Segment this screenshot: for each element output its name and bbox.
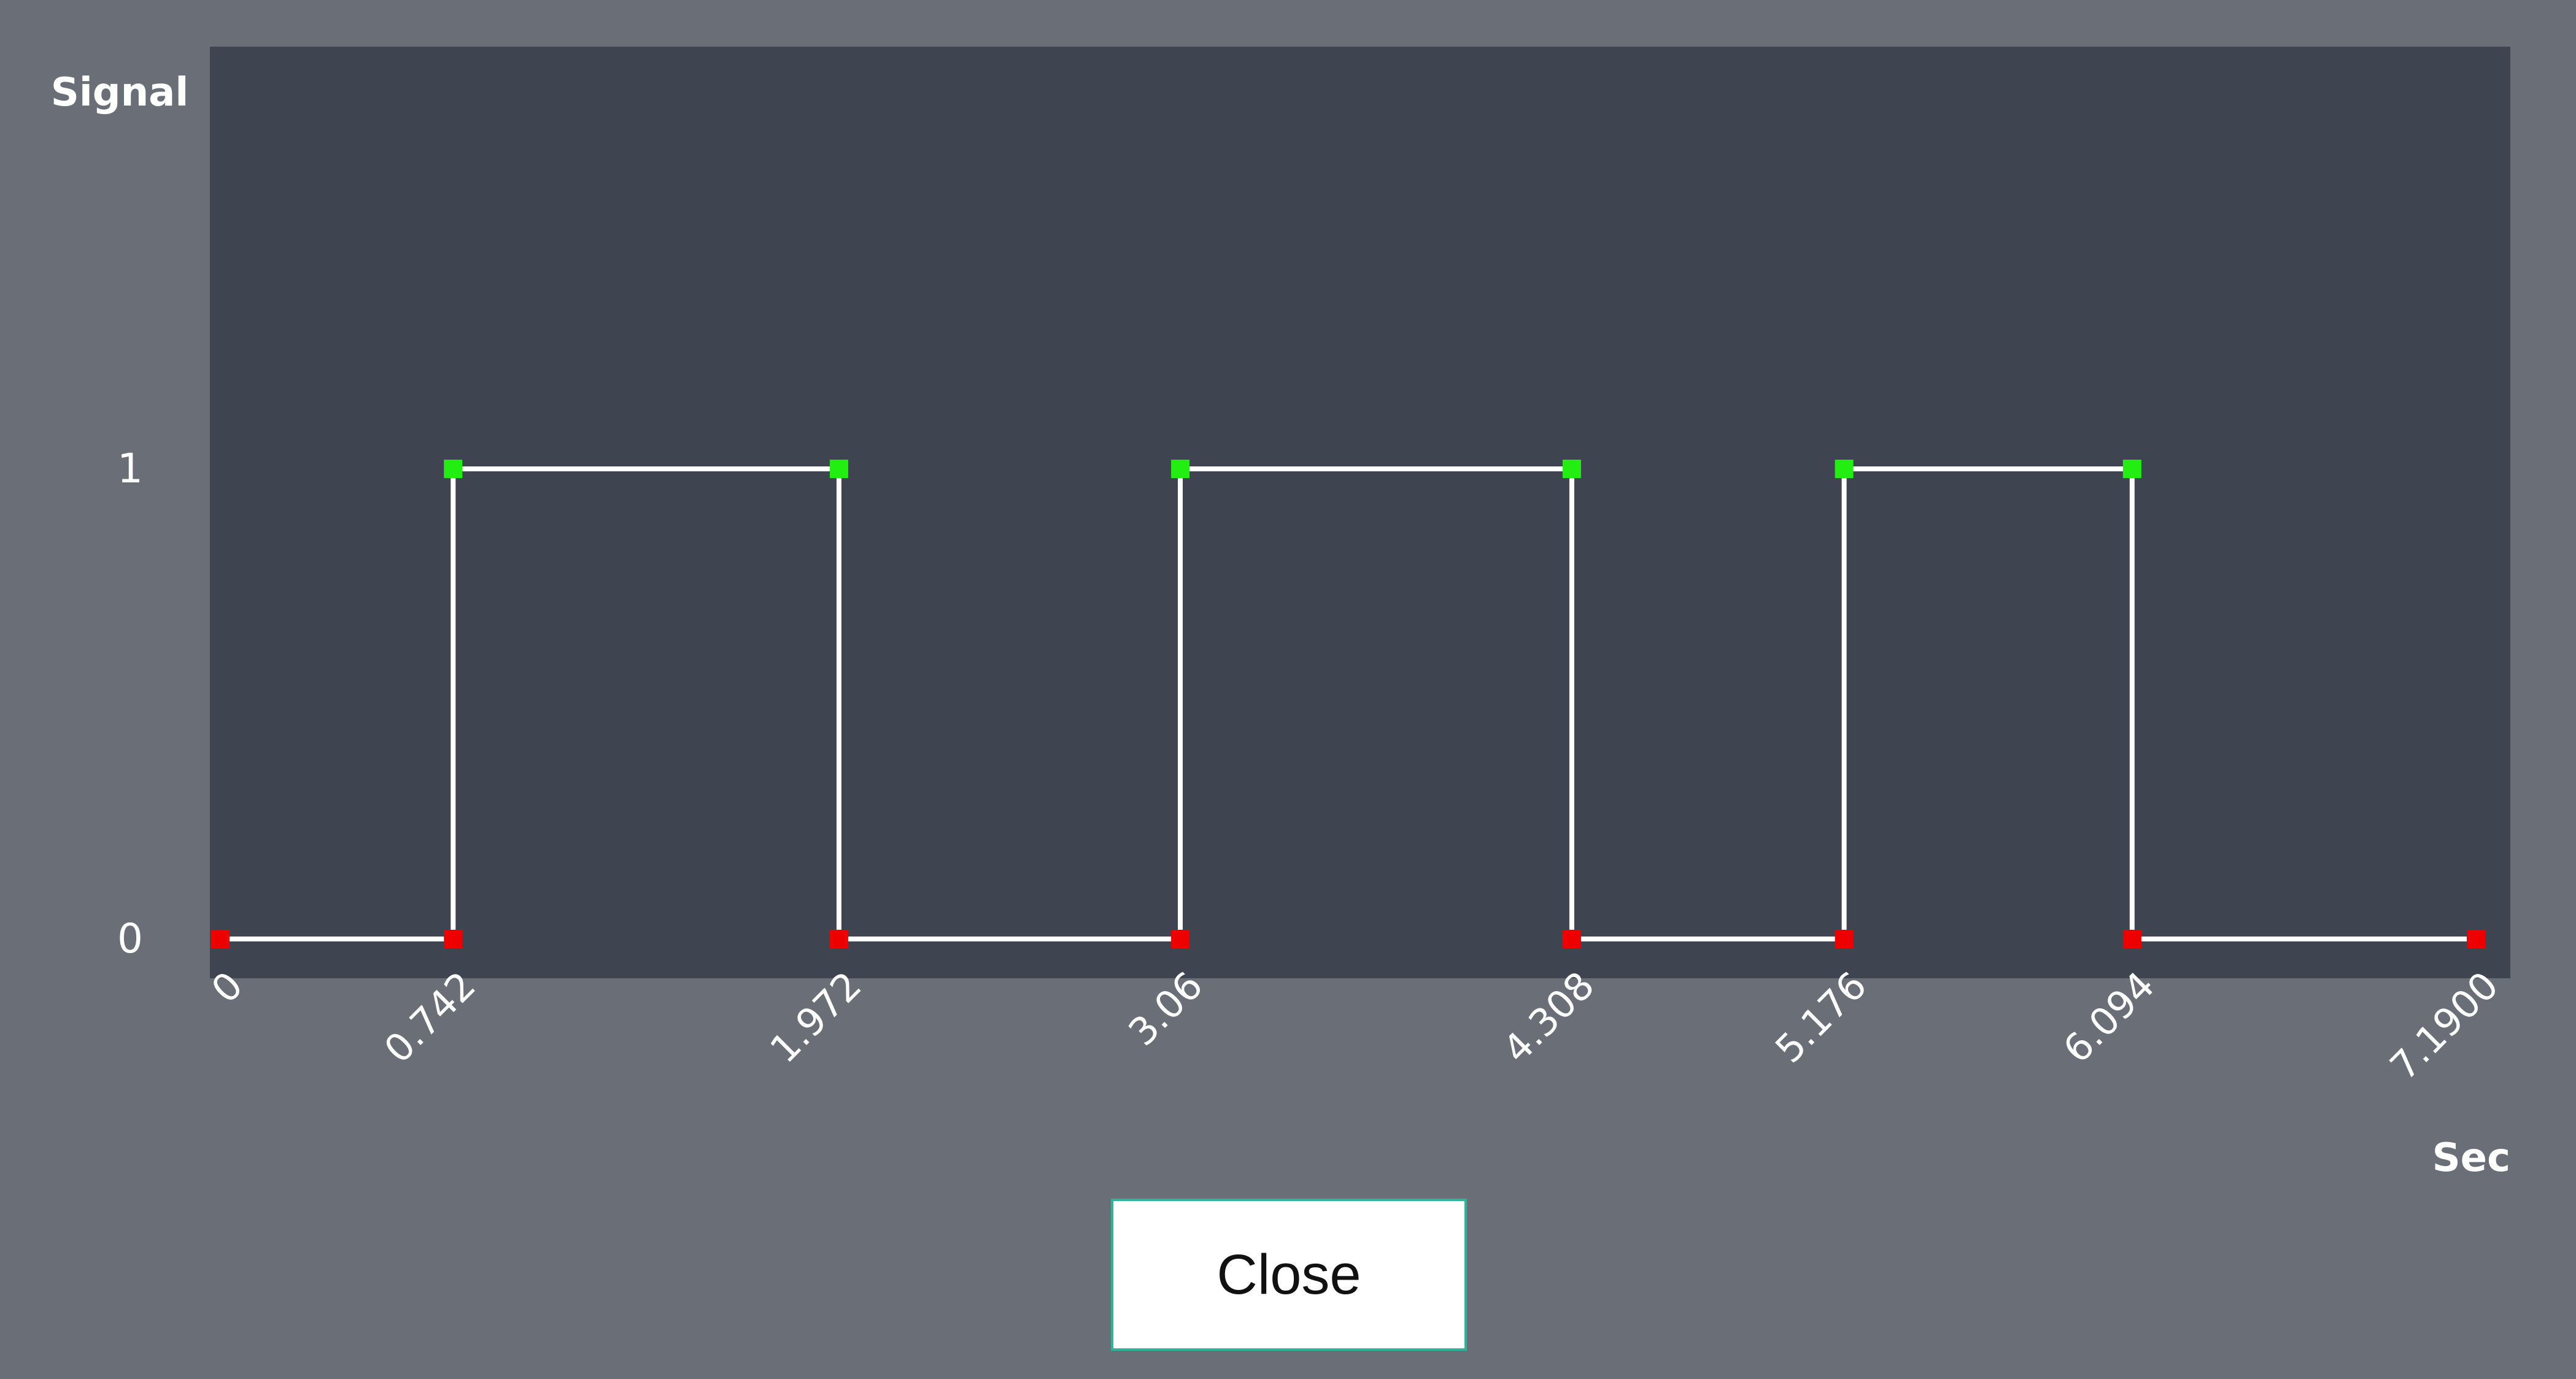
low-point-marker xyxy=(2467,930,2485,948)
low-point-marker xyxy=(1562,930,1581,948)
low-point-marker xyxy=(1835,930,1854,948)
y-tick-label: 0 xyxy=(117,915,143,962)
high-point-marker xyxy=(1835,460,1854,478)
high-point-marker xyxy=(1562,460,1581,478)
x-tick-label: 1.972 xyxy=(761,963,870,1072)
x-tick-label: 6.094 xyxy=(2054,963,2163,1072)
y-axis-label: Signal xyxy=(51,70,189,115)
point-markers xyxy=(211,460,2485,948)
x-tick-label: 4.308 xyxy=(1494,963,1603,1072)
x-tick-label: 0.742 xyxy=(376,963,484,1072)
signal-series-line xyxy=(220,466,2476,941)
close-button[interactable]: Close xyxy=(1111,1199,1467,1351)
low-point-marker xyxy=(211,930,230,948)
plot-area xyxy=(210,47,2510,978)
high-point-marker xyxy=(444,460,463,478)
x-tick-label: 5.176 xyxy=(1766,963,1875,1072)
y-axis-ticks: 01 xyxy=(117,445,143,962)
x-axis-ticks: 0 0.742 1.972 3.06 4.308 5.176 6.094 7.1900 xyxy=(203,963,2507,1089)
x-axis-label: Sec xyxy=(2432,1135,2510,1181)
x-tick-label: 7.1900 xyxy=(2381,963,2507,1089)
y-tick-label: 1 xyxy=(117,445,143,492)
high-point-marker xyxy=(1171,460,1190,478)
high-point-marker xyxy=(829,460,848,478)
low-point-marker xyxy=(1171,930,1190,948)
high-point-marker xyxy=(2122,460,2141,478)
low-point-marker xyxy=(444,930,463,948)
low-point-marker xyxy=(829,930,848,948)
low-point-marker xyxy=(2122,930,2141,948)
